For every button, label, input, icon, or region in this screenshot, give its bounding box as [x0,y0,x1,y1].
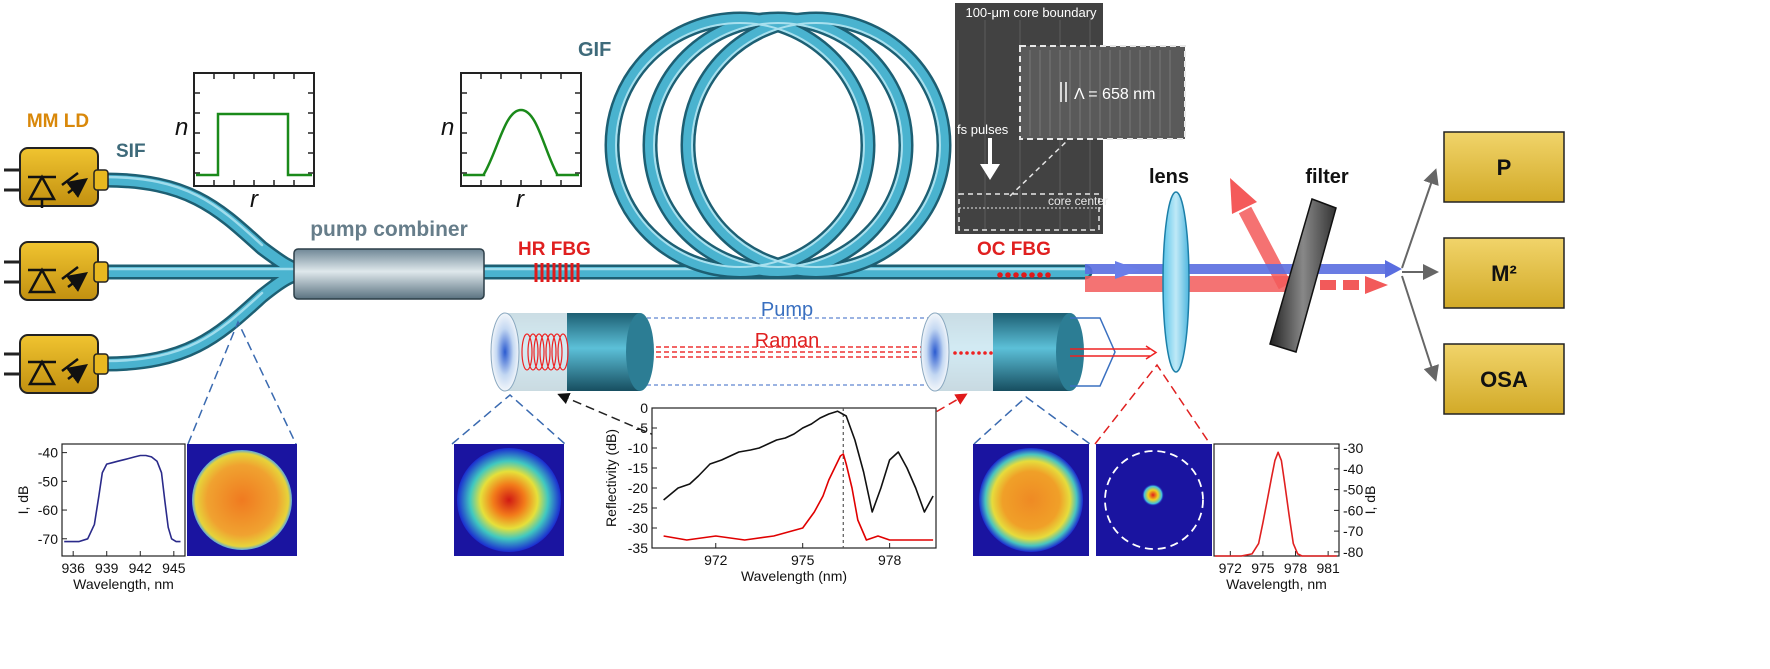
beam-profile-pump [187,444,297,556]
y-tick-label: -25 [628,500,648,516]
x-tick-label: 942 [129,560,153,576]
gif-r-axis-label: r [516,186,525,213]
y-tick-label: -30 [628,520,648,536]
laser-diode-2 [4,241,109,301]
y-axis-label: I, dB [15,486,31,515]
sif-n-axis-label: n [175,114,188,141]
beam-profile-output-1 [973,444,1089,556]
y-tick-label: -70 [1343,523,1363,539]
oc-fbg-label: OC FBG [977,239,1051,260]
x-tick-label: 978 [1284,560,1308,576]
detector-osa [1443,343,1565,415]
y-axis-label: I, dB [1362,486,1378,515]
beam-profile-gif [454,444,564,556]
detector-p [1443,131,1565,203]
sif-r-axis-label: r [250,186,259,213]
sem-image: 100-μm core boundary Λ = 658 nm fs pulse… [955,3,1186,234]
y-tick-label: 0 [640,400,648,416]
output-beams [1085,178,1402,294]
pump-label: Pump [761,299,813,321]
detector-p-label: P [1497,155,1512,180]
laser-diode-1 [4,147,109,208]
oc-fbg-grating [997,272,1051,278]
gif-index-profile [460,72,582,187]
detector-m2-label: M² [1491,261,1517,286]
detector-m2 [1443,237,1565,309]
x-axis-label: Wavelength, nm [1226,576,1327,592]
plot-frame [61,443,186,557]
y-tick-label: -60 [38,502,58,518]
hr-fbg-label: HR FBG [518,239,591,260]
x-tick-label: 975 [1251,560,1275,576]
y-tick-label: -70 [38,531,58,547]
x-tick-label: 975 [791,552,815,568]
mm-ld-label: MM LD [27,111,89,132]
y-tick-label: -50 [38,473,58,489]
sem-core-boundary-label: 100-μm core boundary [965,5,1097,20]
sif-index-profile [193,72,315,187]
series-line-raman [1215,451,1337,557]
series-line-oc-fbg [663,453,934,541]
y-tick-label: -15 [628,460,648,476]
y-tick-label: -20 [628,480,648,496]
y-tick-label: -60 [1343,502,1363,518]
y-axis-label: Reflectivity (dB) [603,429,619,527]
y-tick-label: -50 [1343,482,1363,498]
sem-zoom-inset [1019,45,1186,140]
series-line-pump [64,454,181,543]
gif-label: GIF [578,39,611,61]
x-tick-label: 945 [162,560,186,576]
y-tick-label: -30 [1343,440,1363,456]
x-tick-label: 972 [704,552,728,568]
y-tick-label: -35 [628,540,648,556]
x-tick-label: 936 [62,560,86,576]
detector-arrows [1401,168,1439,382]
x-tick-label: 972 [1219,560,1243,576]
fbg-reflectivity-chart: 972 975 978 0 -5 -10 -15 -20 -25 -30 -35 Wavelength… [603,400,937,584]
y-tick-label: -80 [1343,544,1363,560]
x-tick-label: 939 [95,560,119,576]
x-tick-label: 978 [878,552,902,568]
y-tick-label: -5 [636,420,649,436]
detector-osa-label: OSA [1480,367,1528,392]
pump-combiner-label: pump combiner [310,218,468,241]
x-tick-label: 981 [1316,560,1340,576]
hr-fbg-grating [534,263,580,282]
cavity-schematic [490,312,1158,392]
raman-label: Raman [755,330,819,352]
x-axis-label: Wavelength, nm [73,576,174,592]
lens-label: lens [1149,166,1189,188]
y-tick-label: -40 [1343,461,1363,477]
gif-coil [604,11,952,279]
detectors: P M² OSA [1443,131,1565,415]
y-tick-label: -10 [628,440,648,456]
gif-n-axis-label: n [441,114,454,141]
raman-spectrum-chart: 972 975 978 981 -30 -40 -50 -60 -70 -80 Wavelength… [1213,440,1378,592]
sem-period-label: Λ = 658 nm [1074,86,1155,103]
pump-spectrum-chart: 936 939 942 945 -40 -50 -60 -70 Wavelength, nm I,… [15,443,186,592]
laser-diode-3 [4,334,109,394]
beam-profile-output-2 [1096,444,1212,556]
fiber-network [97,11,1093,372]
series-line-hr-fbg [663,410,934,513]
x-axis-label: Wavelength (nm) [741,568,847,584]
lens [1162,191,1190,373]
sem-core-center-label: core center [1048,194,1108,208]
filter-label: filter [1305,166,1349,188]
pump-combiner [293,248,485,300]
sif-label: SIF [116,141,146,162]
plot-frame [1213,443,1340,557]
sem-fs-pulses-label: fs pulses [957,122,1009,137]
filter [1269,198,1337,353]
plot-frame [651,407,937,549]
y-tick-label: -40 [38,445,58,461]
